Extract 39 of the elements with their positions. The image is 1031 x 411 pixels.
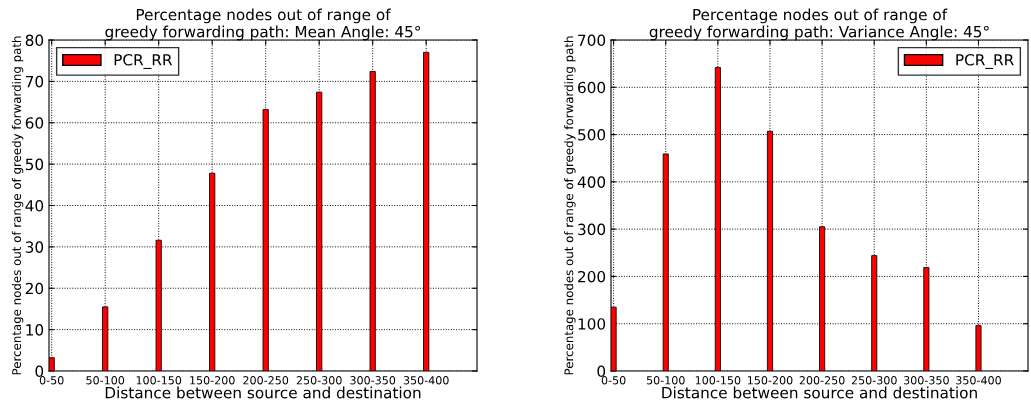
y-tick-label: 80 — [25, 34, 44, 47]
y-tick-label: 20 — [25, 282, 44, 295]
x-tick-label: 250-300 — [296, 376, 342, 385]
y-tick-label: 400 — [577, 176, 606, 188]
legend-label: PCR_RR — [956, 54, 1014, 69]
y-axis-title: Percentage nodes out of range of greedy forwarding path — [11, 36, 24, 375]
legend-label: PCR_RR — [114, 54, 173, 69]
y-axis-title: Percentage nodes out of range of greedy forwarding path — [564, 36, 576, 375]
x-tick-label: 350-400 — [403, 376, 449, 385]
y-tick-label: 70 — [25, 75, 44, 88]
x-tick-label: 150-200 — [190, 376, 235, 385]
chart-title: Percentage nodes out of range of greedy forwarding path: Mean Angle: 45° — [105, 8, 420, 41]
y-tick-label: 200 — [578, 270, 606, 283]
x-axis-title: Distance between source and destination — [105, 386, 421, 399]
y-tick-label: 50 — [25, 158, 44, 171]
x-tick-label: 300-350 — [350, 376, 396, 385]
x-tick-label: 300-350 — [903, 376, 949, 385]
y-tick-label: 10 — [26, 324, 44, 336]
y-tick-label: 40 — [25, 199, 44, 212]
x-tick-label: 0-50 — [601, 376, 626, 385]
y-tick-label: 100 — [578, 318, 606, 330]
x-tick-label: 50-100 — [86, 376, 125, 385]
x-tick-label: 350-400 — [956, 376, 1001, 385]
x-axis-title: Distance between source and destination — [662, 386, 977, 399]
y-tick-label: 300 — [578, 223, 606, 236]
chart-title: Percentage nodes out of range of greedy forwarding path: Variance Angle: 45° — [649, 8, 989, 41]
x-tick-label: 100-150 — [136, 376, 182, 385]
x-tick-label: 150-200 — [747, 376, 793, 385]
x-tick-label: 50-100 — [646, 376, 685, 385]
y-tick-label: 700 — [578, 34, 606, 47]
x-tick-label: 200-250 — [799, 376, 845, 385]
y-tick-label: 500 — [578, 129, 606, 141]
y-tick-label: 600 — [578, 81, 606, 94]
x-tick-label: 0-50 — [39, 376, 64, 385]
x-tick-label: 100-150 — [695, 376, 741, 385]
y-tick-label: 60 — [25, 117, 44, 129]
y-tick-label: 30 — [25, 241, 44, 253]
x-tick-label: 200-250 — [243, 376, 289, 385]
x-tick-label: 250-300 — [851, 376, 897, 385]
